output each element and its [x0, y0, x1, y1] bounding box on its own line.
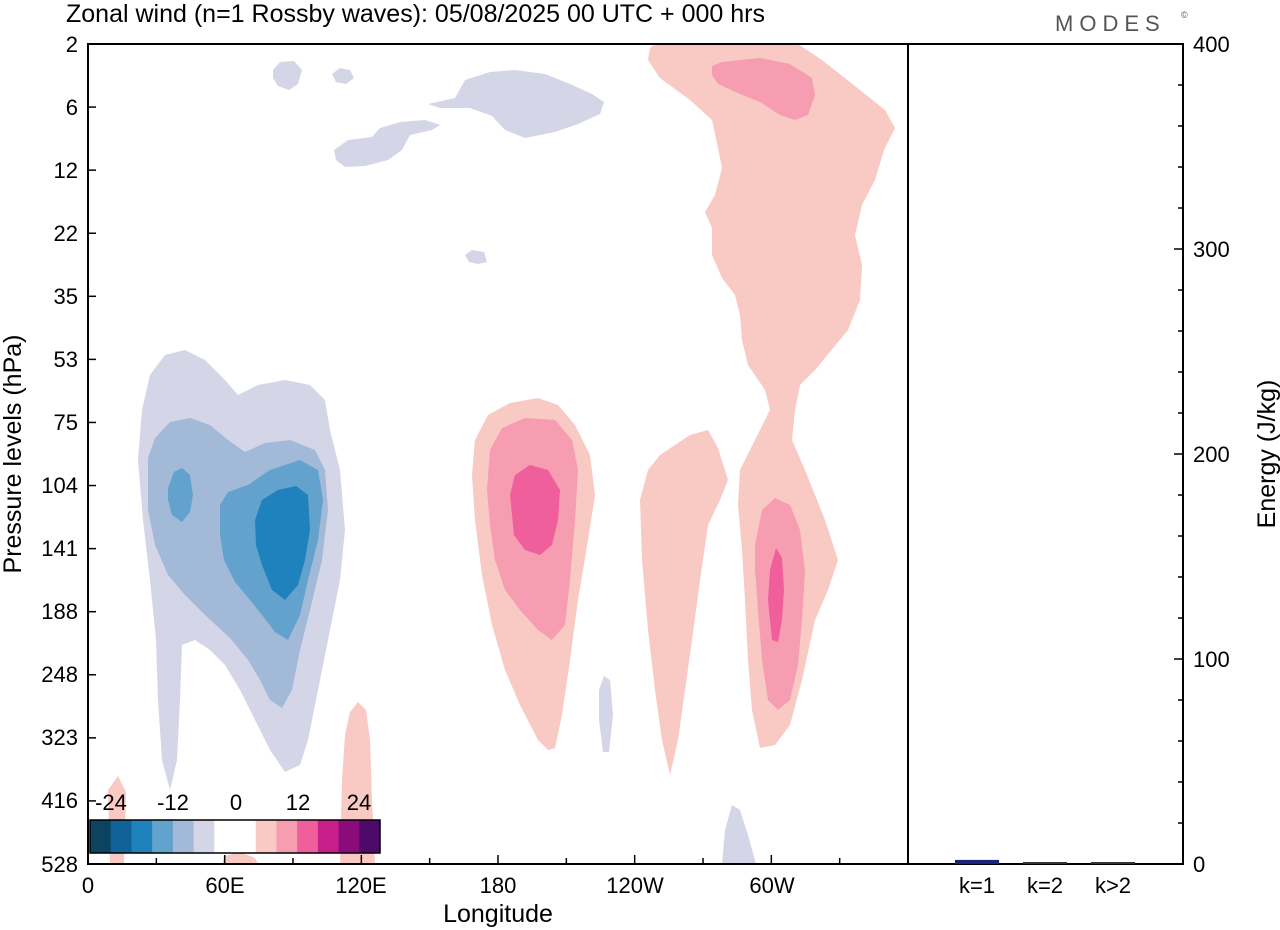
colorbar-labels: -24 -12 0 12 24 — [95, 790, 371, 815]
contour-positive-plume — [648, 44, 895, 748]
contour-negative-strat-3 — [273, 61, 302, 90]
colorbar-swatch — [193, 820, 215, 853]
colorbar-swatch — [172, 820, 195, 853]
energy-tick-label: 100 — [1193, 647, 1230, 672]
y-tick-label: 248 — [41, 662, 78, 687]
y-tick-label: 53 — [54, 347, 78, 372]
contour-positive-180-max — [510, 465, 560, 555]
x-tick-label: 0 — [82, 873, 94, 898]
y-tick-label: 528 — [41, 852, 78, 877]
colorbar-swatch — [297, 820, 319, 853]
y-tick-label: 2 — [66, 32, 78, 57]
energy-panel-frame — [907, 43, 1184, 865]
colorbar-swatch — [338, 820, 360, 853]
y-axis-label: Pressure levels (hPa) — [0, 335, 27, 574]
colorbar-label: 24 — [347, 790, 371, 815]
contour-negative-300hPa — [599, 676, 613, 752]
y-tick-label: 75 — [54, 410, 78, 435]
y-tick-label: 6 — [66, 95, 78, 120]
colorbar-label: 12 — [286, 790, 310, 815]
contour-positive-plume-core — [712, 58, 815, 120]
colorbar-swatch — [276, 820, 298, 853]
y-tick-label: 35 — [54, 284, 78, 309]
colorbar-swatch — [359, 820, 381, 853]
contour-positive-60w-max — [768, 548, 784, 642]
y-tick-label: 188 — [41, 599, 78, 624]
x-axis-label: Longitude — [443, 900, 553, 928]
energy-category-label: k=1 — [959, 873, 995, 898]
contour-negative-strat-4 — [332, 68, 354, 84]
contour-negative-core — [255, 486, 310, 600]
colorbar-label: -24 — [95, 790, 127, 815]
colorbar-label: 0 — [230, 790, 242, 815]
x-tick-label: 60E — [205, 873, 244, 898]
chart-title: Zonal wind (n=1 Rossby waves): 05/08/202… — [66, 0, 765, 28]
modes-logo-mark: © — [1181, 10, 1188, 20]
energy-axis-label: Energy (J/kg) — [1253, 380, 1280, 529]
contour-plot — [108, 44, 895, 864]
colorbar-swatch — [110, 820, 132, 853]
colorbar-swatch — [90, 820, 112, 853]
colorbar-swatch — [152, 820, 174, 853]
colorbar-swatch — [214, 820, 236, 853]
contour-negative-surface — [722, 805, 756, 864]
y-tick-label: 12 — [54, 158, 78, 183]
energy-category-label: k=2 — [1027, 873, 1063, 898]
y-tick-label: 22 — [54, 221, 78, 246]
x-tick-label: 120E — [335, 873, 386, 898]
axis-ticks — [87, 43, 1183, 865]
colorbar-frame — [89, 819, 381, 854]
colorbar — [89, 819, 381, 854]
contour-negative-level3-small — [168, 468, 193, 522]
x-tick-label: 180 — [480, 873, 517, 898]
contour-negative-strat-2 — [334, 120, 440, 167]
y-tick-label: 104 — [41, 473, 78, 498]
contour-negative-22hPa — [465, 250, 487, 264]
energy-bar-k-gt2 — [1091, 862, 1135, 864]
x-axis-tick-labels: 0 60E 120E 180 120W 60W — [82, 873, 795, 898]
modes-logo: MODES — [1055, 11, 1166, 36]
colorbar-swatch — [131, 820, 153, 853]
colorbar-swatch — [255, 820, 277, 853]
energy-y-tick-labels: 0 100 200 300 400 — [1193, 32, 1230, 877]
colorbar-swatch — [317, 820, 340, 853]
y-axis-tick-labels: 2 6 12 22 35 53 75 104 141 188 248 323 4… — [41, 32, 78, 877]
contour-positive-70e — [222, 852, 258, 864]
contour-positive-mid — [640, 430, 728, 775]
colorbar-swatch — [235, 820, 257, 853]
energy-tick-label: 0 — [1193, 852, 1205, 877]
energy-bar-k2 — [1023, 862, 1067, 864]
y-tick-label: 141 — [41, 536, 78, 561]
energy-category-labels: k=1 k=2 k>2 — [959, 873, 1131, 898]
energy-tick-label: 300 — [1193, 237, 1230, 262]
contour-negative-strat-1 — [428, 70, 604, 138]
energy-tick-label: 400 — [1193, 32, 1230, 57]
x-tick-label: 60W — [749, 873, 794, 898]
colorbar-label: -12 — [157, 790, 189, 815]
x-tick-label: 120W — [606, 873, 664, 898]
energy-tick-label: 200 — [1193, 442, 1230, 467]
energy-bar-k1 — [955, 859, 999, 864]
y-tick-label: 323 — [41, 725, 78, 750]
y-tick-label: 416 — [41, 788, 78, 813]
energy-category-label: k>2 — [1095, 873, 1131, 898]
